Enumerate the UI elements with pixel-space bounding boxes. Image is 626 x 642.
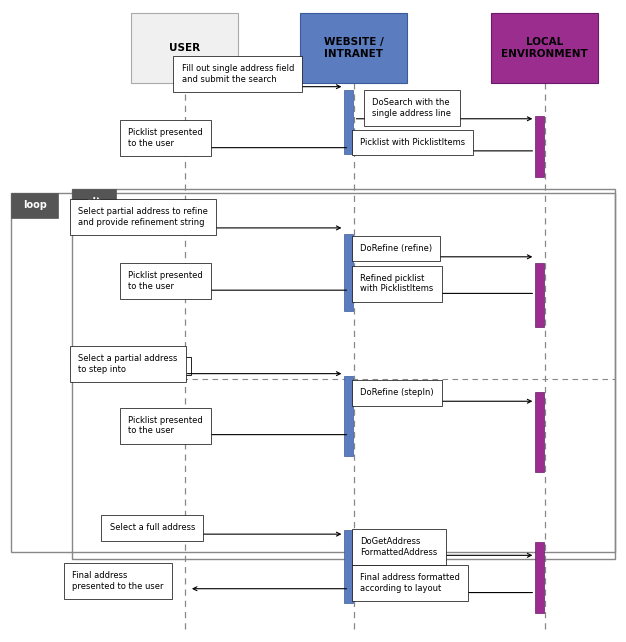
Text: Final address formatted
according to layout: Final address formatted according to lay… (360, 573, 460, 593)
Text: Picklist presented
to the user: Picklist presented to the user (128, 272, 203, 291)
FancyBboxPatch shape (300, 13, 407, 83)
FancyBboxPatch shape (344, 376, 353, 456)
Text: [ refinement required ]: [ refinement required ] (96, 211, 192, 220)
FancyBboxPatch shape (72, 189, 116, 215)
FancyBboxPatch shape (535, 263, 544, 327)
Text: alt: alt (86, 197, 101, 207)
Text: Final address
presented to the user: Final address presented to the user (72, 571, 163, 591)
Text: Picklist with PicklistItems: Picklist with PicklistItems (360, 138, 465, 147)
Text: Refined picklist
with PicklistItems: Refined picklist with PicklistItems (360, 274, 433, 293)
FancyBboxPatch shape (491, 13, 598, 83)
Text: USER: USER (169, 43, 200, 53)
FancyBboxPatch shape (131, 13, 238, 83)
Text: [ step in required ]: [ step in required ] (94, 361, 172, 370)
Text: Picklist presented
to the user: Picklist presented to the user (128, 128, 203, 148)
FancyBboxPatch shape (344, 234, 353, 311)
Text: Picklist presented
to the user: Picklist presented to the user (128, 416, 203, 435)
FancyBboxPatch shape (11, 193, 58, 218)
FancyBboxPatch shape (75, 357, 191, 375)
FancyBboxPatch shape (344, 90, 353, 154)
Text: DoRefine (refine): DoRefine (refine) (360, 244, 432, 253)
Text: WEBSITE /
INTRANET: WEBSITE / INTRANET (324, 37, 384, 59)
Text: Fill out single address field
and submit the search: Fill out single address field and submit… (182, 64, 294, 83)
Text: DoGetAddress
FormattedAddress: DoGetAddress FormattedAddress (360, 537, 437, 557)
Text: Select partial address to refine
and provide refinement string: Select partial address to refine and pro… (78, 207, 208, 227)
FancyBboxPatch shape (535, 542, 544, 613)
Text: DoRefine (stepIn): DoRefine (stepIn) (360, 388, 434, 397)
Text: Select a partial address
to step into: Select a partial address to step into (78, 354, 178, 374)
Text: loop: loop (23, 200, 47, 211)
Text: DoSearch with the
single address line: DoSearch with the single address line (372, 98, 451, 117)
FancyBboxPatch shape (535, 116, 544, 177)
FancyBboxPatch shape (535, 392, 544, 472)
Text: Select a full address: Select a full address (110, 523, 195, 532)
FancyBboxPatch shape (75, 206, 213, 224)
FancyBboxPatch shape (344, 530, 353, 603)
Text: LOCAL
ENVIRONMENT: LOCAL ENVIRONMENT (501, 37, 588, 59)
